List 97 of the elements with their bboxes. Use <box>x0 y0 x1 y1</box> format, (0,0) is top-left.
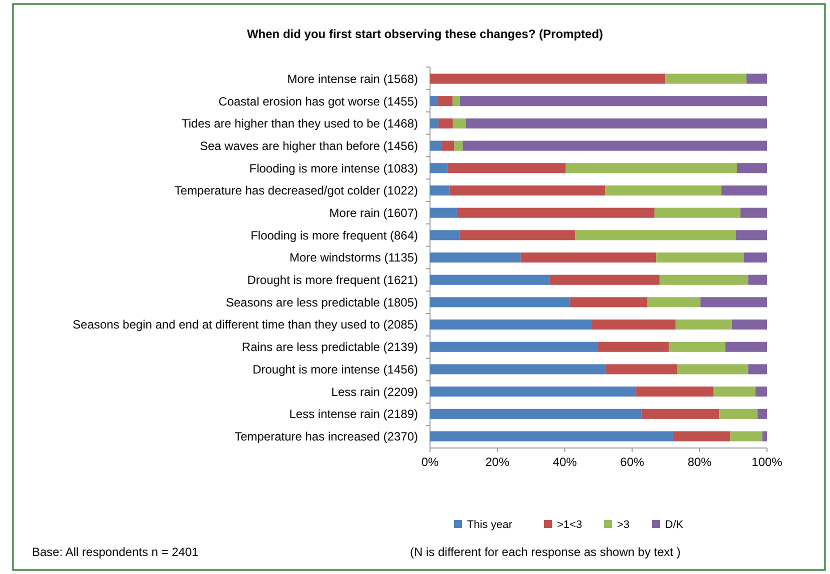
bar <box>672 431 730 442</box>
bar <box>430 140 442 151</box>
bar <box>569 297 648 308</box>
bar <box>659 274 748 285</box>
bar <box>430 74 666 84</box>
bar <box>430 386 636 397</box>
y-tick-label: More rain (1607) <box>329 206 418 220</box>
y-tick-label: Tides are higher than they used to be (1468) <box>182 116 418 131</box>
bar <box>740 208 767 218</box>
bar <box>654 208 740 218</box>
y-tick-label: More windstorms (1135) <box>290 250 418 265</box>
bar <box>430 96 438 106</box>
bar <box>549 274 660 285</box>
y-tick-label: Coastal erosion has got worse (1455) <box>218 94 418 108</box>
y-tick-label: Seasons are less predictable (1805) <box>226 295 418 310</box>
y-tick-label: Less rain (2209) <box>331 384 418 399</box>
bar <box>758 408 767 419</box>
y-tick-label: Drought is more frequent (1621) <box>247 273 418 288</box>
bar <box>430 431 673 442</box>
bar <box>430 274 550 285</box>
bar <box>430 297 570 308</box>
x-tick-label: 80% <box>688 455 712 469</box>
x-tick-label: 0% <box>421 455 439 469</box>
y-tick-label: Temperature has increased (2370) <box>234 429 418 444</box>
bar <box>721 185 767 196</box>
x-tick-label: 100% <box>752 455 783 469</box>
bar <box>700 297 767 308</box>
bar <box>438 118 453 128</box>
bar <box>736 230 767 240</box>
bar <box>575 230 736 240</box>
y-tick-label: Sea waves are higher than before (1456) <box>200 138 418 153</box>
bar <box>430 230 460 240</box>
x-tick-label: 60% <box>620 455 645 469</box>
bar <box>447 163 566 174</box>
legend-label: >1<3 <box>557 518 582 531</box>
bar <box>452 118 466 128</box>
bar <box>748 364 767 374</box>
bar <box>762 431 767 442</box>
bar <box>430 163 448 174</box>
bar <box>450 185 606 196</box>
bar <box>668 342 726 352</box>
y-tick-label: Temperature has decreased/got colder (1022) <box>174 184 418 198</box>
bar <box>430 185 450 196</box>
legend-label: D/K <box>665 518 684 531</box>
bar <box>725 342 767 352</box>
y-tick-label: Drought is more intense (1456) <box>252 362 418 376</box>
bar <box>730 431 762 442</box>
y-tick-label: Flooding is more frequent (864) <box>250 228 418 242</box>
legend-label: This year <box>467 518 513 531</box>
text: (N is different for each response as shown by text ) <box>410 545 681 559</box>
bar <box>441 140 454 151</box>
bar <box>591 320 676 330</box>
y-tick-label: Flooding is more intense (1083) <box>249 161 418 176</box>
bar <box>456 208 654 218</box>
bar <box>748 274 767 285</box>
bar <box>459 230 576 240</box>
bar <box>635 386 714 397</box>
chart-title: When did you first start observing these changes? (Prompted) <box>246 27 604 41</box>
bar <box>566 163 738 174</box>
bar <box>676 320 732 330</box>
bar <box>641 408 720 419</box>
bar <box>732 320 767 330</box>
bar <box>454 140 463 151</box>
bar <box>430 208 457 218</box>
bar <box>737 163 767 174</box>
bar <box>656 252 744 263</box>
bar <box>665 74 746 84</box>
bar <box>647 297 700 308</box>
bar <box>746 74 767 84</box>
x-tick-label: 40% <box>552 455 578 469</box>
bar <box>520 252 656 263</box>
bar <box>677 364 748 374</box>
bar <box>606 364 678 374</box>
y-tick-label: Rains are less predictable (2139) <box>242 340 418 354</box>
bar <box>452 96 460 106</box>
bar <box>430 364 606 374</box>
x-tick-label: 20% <box>485 455 510 469</box>
bar <box>430 408 642 419</box>
text: Base: All respondents n = 2401 <box>32 545 199 559</box>
bar <box>430 342 598 352</box>
bar <box>756 386 767 397</box>
bar <box>713 386 756 397</box>
bar <box>437 96 453 106</box>
y-tick-label: Less intense rain (2189) <box>289 407 418 422</box>
bar <box>744 252 767 263</box>
bar <box>597 342 669 352</box>
y-tick-label: Seasons begin and end at different time than they used to (2085) <box>72 318 418 332</box>
bar <box>430 118 438 128</box>
bar <box>719 408 758 419</box>
bar <box>466 118 767 128</box>
bar <box>605 185 722 196</box>
y-tick-label: More intense rain (1568) <box>287 72 418 86</box>
bar <box>430 320 592 330</box>
bar <box>460 96 767 106</box>
bar <box>462 140 767 151</box>
bar <box>430 252 521 263</box>
legend-label: >3 <box>617 518 630 531</box>
